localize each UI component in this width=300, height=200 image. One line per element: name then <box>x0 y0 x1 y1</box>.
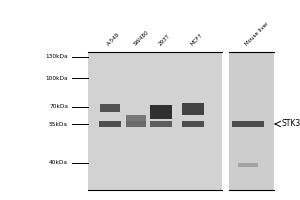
Text: STK38: STK38 <box>282 119 300 129</box>
Text: 100kDa: 100kDa <box>45 75 68 80</box>
Text: 40kDa: 40kDa <box>49 160 68 166</box>
Text: SW480: SW480 <box>133 30 150 47</box>
Text: MCF7: MCF7 <box>190 33 204 47</box>
Text: 70kDa: 70kDa <box>49 104 68 110</box>
Text: 293T: 293T <box>158 34 171 47</box>
Text: 130kDa: 130kDa <box>45 54 68 60</box>
Text: 55kDa: 55kDa <box>49 121 68 127</box>
Text: A-549: A-549 <box>106 32 122 47</box>
Text: Mouse liver: Mouse liver <box>244 21 270 47</box>
